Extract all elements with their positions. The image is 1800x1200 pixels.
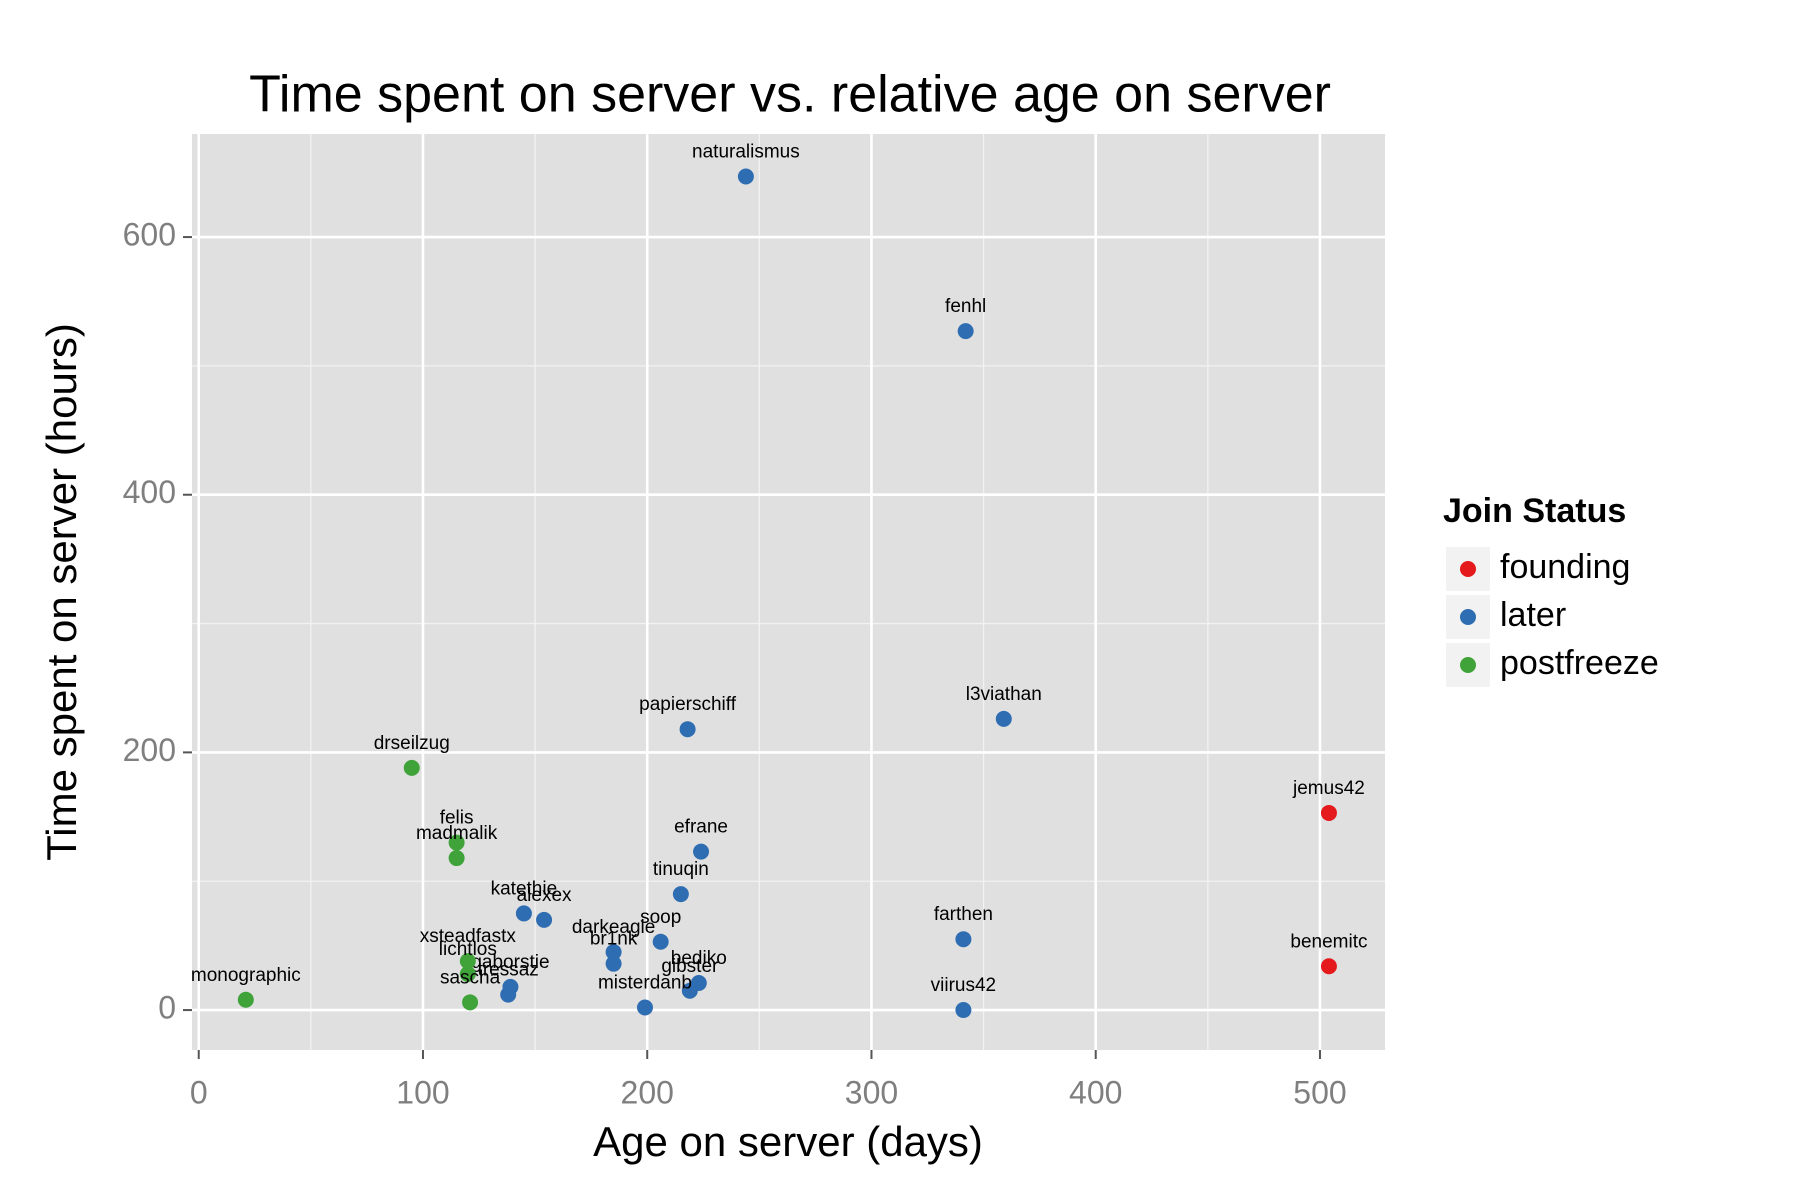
point-label: katethie [491, 878, 558, 899]
point-label: monographic [191, 965, 301, 986]
legend-title: Join Status [1443, 492, 1626, 530]
point [448, 850, 465, 867]
legend-label: later [1500, 596, 1566, 634]
plot-panel [192, 134, 1385, 1050]
y-axis-label: Time spent on server (hours) [38, 323, 85, 861]
x-tick-label: 100 [396, 1074, 449, 1110]
point [237, 991, 254, 1008]
axes: 0 100 200 300 400 500 0 200 400 600 [123, 217, 1347, 1111]
point [652, 933, 669, 950]
point [605, 944, 622, 961]
point [1320, 958, 1337, 975]
point [403, 759, 420, 776]
legend-label: postfreeze [1500, 644, 1659, 682]
legend-swatch [1460, 561, 1476, 577]
point [448, 834, 465, 851]
point-label: naturalismus [692, 142, 800, 163]
point-label: tressaz [478, 960, 539, 981]
y-tick-label: 200 [123, 732, 176, 768]
point-label: alexex [517, 885, 572, 906]
point-label: efrane [674, 817, 728, 838]
x-tick-label: 0 [190, 1074, 208, 1110]
point [737, 168, 754, 185]
point [462, 994, 479, 1011]
y-tick-label: 400 [123, 474, 176, 510]
point-label: br1nk [590, 929, 638, 950]
point-label: felis [440, 808, 474, 829]
point [515, 905, 532, 922]
point-label: farthen [934, 904, 993, 925]
point-label: xsteadfastx [420, 926, 517, 947]
point [459, 965, 476, 982]
point-label: bediko [671, 948, 727, 969]
grid [192, 134, 1385, 1050]
x-tick-label: 300 [845, 1074, 898, 1110]
point-label: l3viathan [966, 684, 1042, 705]
point [681, 982, 698, 999]
point-label: darkeagle [572, 917, 655, 938]
point-label: misterdanb [598, 973, 692, 994]
legend-swatch [1460, 609, 1476, 625]
legend: Join Status founding later postfreeze [1443, 492, 1659, 687]
legend-label: founding [1500, 548, 1630, 586]
point-label: viirus42 [931, 975, 996, 996]
point-label: soop [640, 907, 681, 928]
point-label: papierschiff [639, 694, 737, 715]
point [636, 999, 653, 1016]
marks: jemus42 benemitc naturalismus fenhl papiersc… [191, 142, 1367, 1019]
point [672, 886, 689, 903]
point-label: madmalik [416, 823, 498, 844]
point [957, 323, 974, 340]
point-label: lichtlos [439, 939, 497, 960]
chart-title: Time spent on server vs. relative age on… [249, 66, 1331, 124]
point-label: sascha [440, 967, 501, 988]
point [679, 721, 696, 738]
point [536, 911, 553, 928]
point [459, 953, 476, 970]
y-tick-label: 600 [123, 217, 176, 253]
point-label: jemus42 [1292, 778, 1365, 799]
point [500, 986, 517, 1003]
point-label: gaborstie [471, 952, 549, 973]
x-tick-label: 500 [1293, 1074, 1346, 1110]
point [605, 955, 622, 972]
point-label: gibster [661, 956, 719, 977]
point-label: benemitc [1290, 931, 1367, 952]
x-tick-label: 200 [621, 1074, 674, 1110]
point-label: tinuqin [653, 859, 709, 880]
point [995, 710, 1012, 727]
x-axis-label: Age on server (days) [593, 1118, 983, 1165]
legend-swatch [1460, 657, 1476, 673]
x-tick-label: 400 [1069, 1074, 1122, 1110]
point [955, 1002, 972, 1019]
y-tick-label: 0 [158, 990, 176, 1026]
point-label: drseilzug [374, 733, 450, 754]
point [955, 931, 972, 948]
point [1320, 804, 1337, 821]
point [693, 843, 710, 860]
point-label: fenhl [945, 296, 986, 317]
